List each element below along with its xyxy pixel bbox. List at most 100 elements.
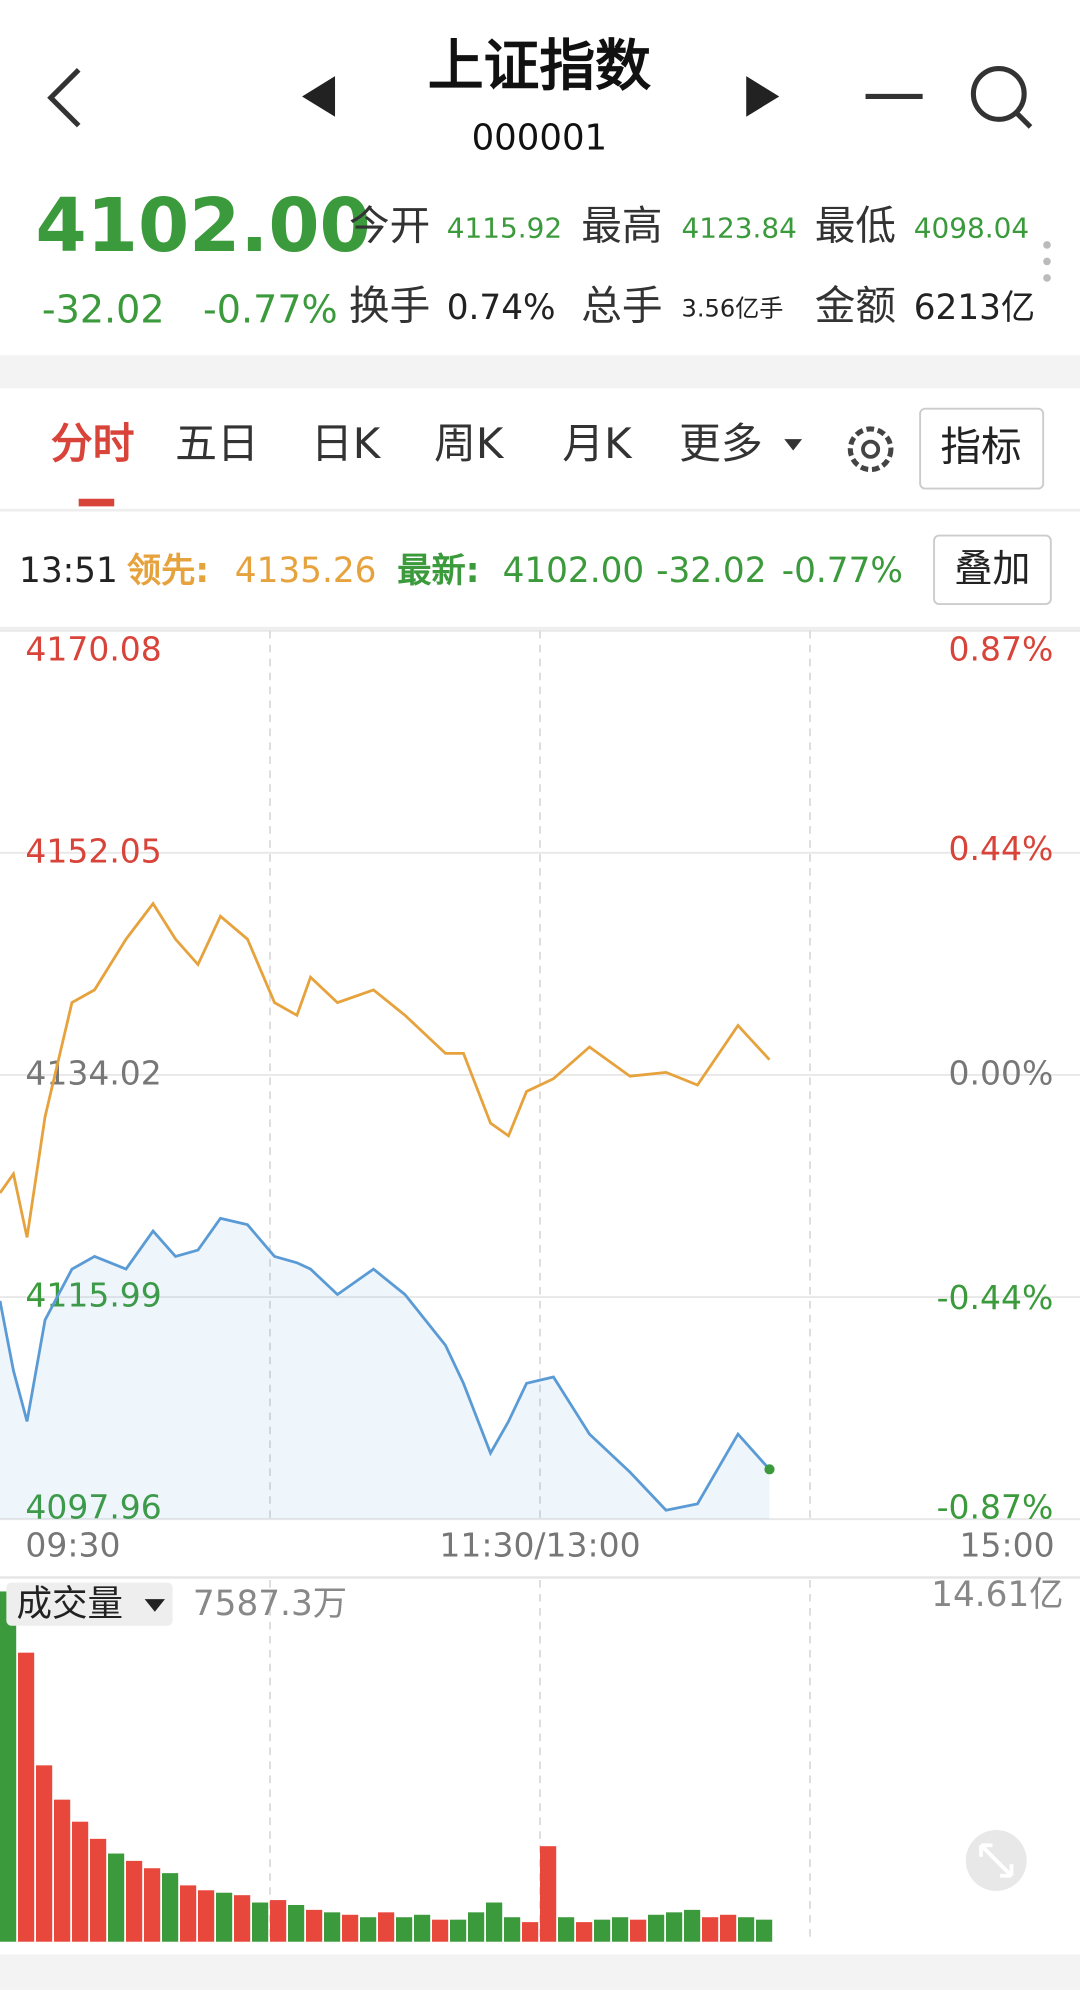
volume-bar bbox=[612, 1917, 629, 1942]
change: -32.02 bbox=[42, 288, 165, 332]
stat-value: 6213亿 bbox=[914, 288, 1035, 328]
volume-bar bbox=[180, 1885, 197, 1942]
leading-value: 4135.26 bbox=[235, 551, 377, 591]
volume-bar bbox=[360, 1917, 377, 1942]
volume-bar bbox=[540, 1846, 557, 1942]
x-tick-label: 09:30 bbox=[25, 1526, 120, 1565]
volume-bar bbox=[36, 1765, 53, 1942]
info-time: 13:51 bbox=[19, 551, 118, 591]
volume-bar bbox=[270, 1900, 287, 1942]
volume-bar bbox=[504, 1917, 521, 1942]
tab[interactable]: 日K bbox=[311, 419, 382, 468]
y-tick-label: 4097.96 bbox=[25, 1487, 161, 1526]
y-tick-label: 4170.08 bbox=[25, 630, 161, 669]
volume-bar bbox=[234, 1895, 251, 1942]
volume-bar bbox=[54, 1799, 71, 1942]
tab[interactable]: 更多 bbox=[679, 419, 763, 468]
tab-indicator bbox=[78, 498, 115, 507]
volume-bar bbox=[450, 1919, 467, 1942]
tab[interactable]: 五日 bbox=[175, 419, 259, 468]
code: 000001 bbox=[472, 118, 608, 159]
y-tick-label: 4152.05 bbox=[25, 831, 161, 870]
latest-change: -32.02 bbox=[656, 551, 766, 591]
volume-chart: 14.61亿 bbox=[0, 1575, 1064, 1942]
volume-bar bbox=[144, 1868, 161, 1942]
volume-bar bbox=[648, 1914, 665, 1942]
volume-bar bbox=[324, 1912, 341, 1942]
volume-bar bbox=[738, 1917, 755, 1942]
volume-bar bbox=[288, 1904, 305, 1942]
expand-icon bbox=[979, 1843, 1014, 1878]
overlay-label: 叠加 bbox=[954, 547, 1030, 591]
settings-button[interactable] bbox=[847, 426, 894, 473]
latest-pct: -0.77% bbox=[782, 551, 903, 591]
price-chart: 4170.08 4152.05 4134.02 4115.99 4097.96 0.87%… bbox=[0, 630, 1080, 1565]
more-dot[interactable] bbox=[1043, 257, 1051, 266]
prev-button[interactable] bbox=[302, 76, 336, 117]
volume-bar bbox=[18, 1652, 35, 1942]
volume-bar bbox=[414, 1914, 431, 1942]
volume-selector[interactable] bbox=[6, 1582, 173, 1626]
stat-label: 总手 bbox=[581, 281, 662, 329]
search-button[interactable] bbox=[970, 65, 1027, 122]
stats: 今开 4115.92 最高 4123.84 最低 4098.04 换手 0.74% 总手 3.56… bbox=[349, 201, 1035, 329]
stat-label: 最低 bbox=[815, 201, 896, 249]
volume-bar bbox=[432, 1919, 449, 1942]
volume-bar bbox=[684, 1909, 701, 1942]
volume-title: 成交量 bbox=[16, 1583, 123, 1624]
volume-bar bbox=[396, 1917, 413, 1942]
volume-bar bbox=[666, 1912, 683, 1942]
next-button[interactable] bbox=[746, 76, 780, 117]
more-dot[interactable] bbox=[1043, 274, 1051, 282]
stat-label: 换手 bbox=[349, 281, 430, 329]
dropdown-arrow bbox=[144, 1599, 165, 1612]
y2-tick-label: -0.87% bbox=[937, 1487, 1054, 1526]
price: 4102.00 bbox=[36, 184, 371, 269]
volume-bar bbox=[720, 1914, 737, 1942]
x-tick-label: 11:30/13:00 bbox=[439, 1526, 640, 1565]
gear-hub bbox=[861, 439, 881, 459]
tab[interactable]: 月K bbox=[562, 419, 633, 468]
tab[interactable]: 周K bbox=[434, 419, 505, 468]
line bbox=[0, 901, 771, 1238]
latest-value: 4102.00 bbox=[503, 551, 645, 591]
volume-bar bbox=[72, 1821, 89, 1942]
more-dot[interactable] bbox=[1043, 241, 1051, 249]
stat-value: 4098.04 bbox=[914, 212, 1029, 245]
y-tick-label: 4134.02 bbox=[25, 1053, 161, 1092]
volume-bar bbox=[756, 1919, 773, 1942]
area bbox=[0, 1218, 770, 1520]
y2-tick-label: 0.44% bbox=[949, 829, 1054, 868]
volume-bar bbox=[558, 1917, 575, 1942]
volume-bar bbox=[126, 1860, 143, 1942]
stat-value: 4115.92 bbox=[447, 212, 562, 245]
volume-bar bbox=[198, 1890, 215, 1942]
volume-tick-label: 14.61亿 bbox=[931, 1575, 1063, 1615]
back-button[interactable] bbox=[47, 68, 81, 128]
volume-bar bbox=[468, 1912, 485, 1942]
change-pct: -0.77% bbox=[203, 288, 338, 332]
tab[interactable]: 分时 bbox=[51, 419, 135, 468]
volume-bar bbox=[216, 1892, 233, 1942]
gear bbox=[847, 426, 894, 473]
last-point bbox=[764, 1464, 775, 1475]
volume-current: 7587.3万 bbox=[193, 1584, 347, 1624]
volume-bar bbox=[576, 1922, 593, 1942]
volume-bar bbox=[0, 1591, 17, 1942]
stat-value: 3.56亿手 bbox=[682, 295, 784, 323]
volume-bar bbox=[252, 1902, 269, 1942]
overlay-button[interactable] bbox=[933, 534, 1052, 606]
line bbox=[0, 1216, 771, 1512]
separator bbox=[0, 355, 1080, 389]
y2-tick-label: -0.44% bbox=[937, 1278, 1054, 1317]
latest-label: 最新: bbox=[397, 551, 479, 591]
y-tick-label: 4115.99 bbox=[25, 1276, 161, 1315]
y2-tick-label: 0.87% bbox=[949, 630, 1054, 669]
volume-bar bbox=[306, 1909, 323, 1942]
indicator-label: 指标 bbox=[940, 422, 1021, 470]
stat-label: 今开 bbox=[349, 201, 430, 249]
indicator-button[interactable] bbox=[919, 407, 1045, 490]
